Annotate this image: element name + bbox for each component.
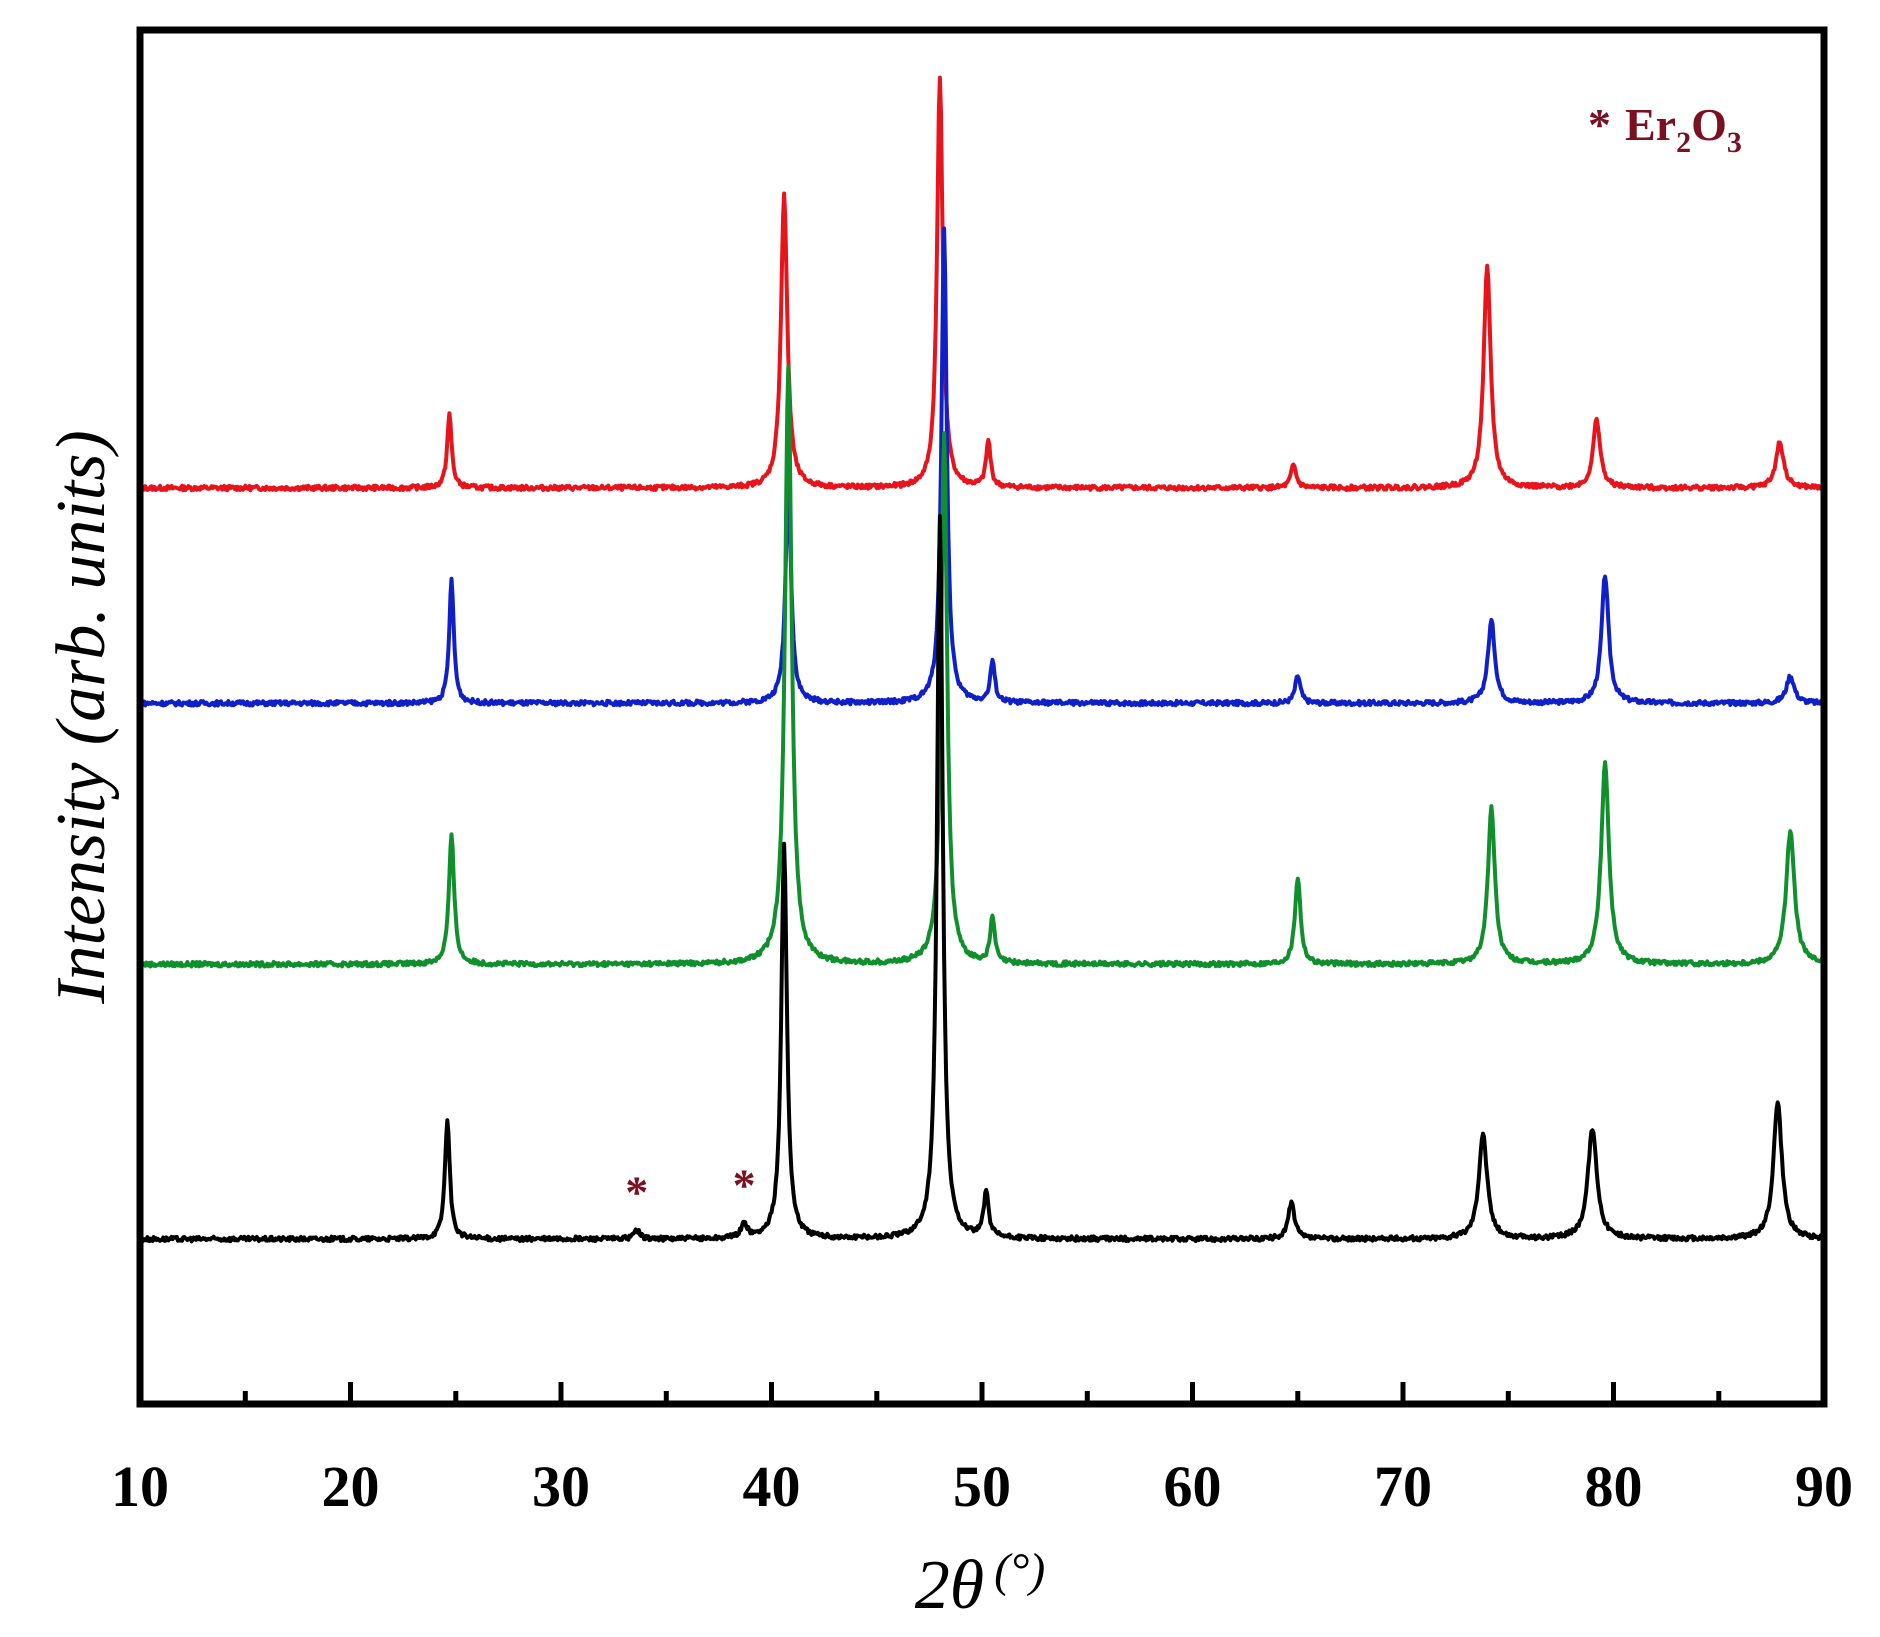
x-tick-label-30: 30 — [532, 1454, 590, 1519]
plot-frame — [136, 26, 1828, 1408]
x-tick-label-80: 80 — [1585, 1454, 1643, 1519]
x-tick-label-90: 90 — [1795, 1454, 1853, 1519]
x-tick-label-10: 10 — [111, 1454, 169, 1519]
series-line-3 — [138, 364, 1826, 969]
peak-star-marker-2: * — [733, 1159, 756, 1210]
x-tick-label-20: 20 — [322, 1454, 380, 1519]
x-tick-label-60: 60 — [1164, 1454, 1222, 1519]
series-line-1 — [138, 75, 1825, 493]
peak-star-marker-1: * — [625, 1167, 648, 1218]
legend-star: * — [1588, 99, 1611, 150]
x-axis: 10 20 30 40 50 60 70 80 90 — [111, 1382, 1853, 1519]
y-axis-title: Intensity (arb. units) — [43, 430, 120, 1005]
series-line-4 — [138, 514, 1826, 1244]
x-axis-title: 2θ (°) — [915, 1544, 1046, 1624]
series-line-2 — [139, 226, 1826, 708]
series-layer: * * — [138, 75, 1826, 1244]
x-tick-label-70: 70 — [1374, 1454, 1432, 1519]
legend-label: Er2O3 — [1625, 99, 1742, 159]
x-tick-label-50: 50 — [953, 1454, 1011, 1519]
legend-annotation: * Er2O3 — [1588, 99, 1742, 159]
x-tick-label-40: 40 — [743, 1454, 801, 1519]
